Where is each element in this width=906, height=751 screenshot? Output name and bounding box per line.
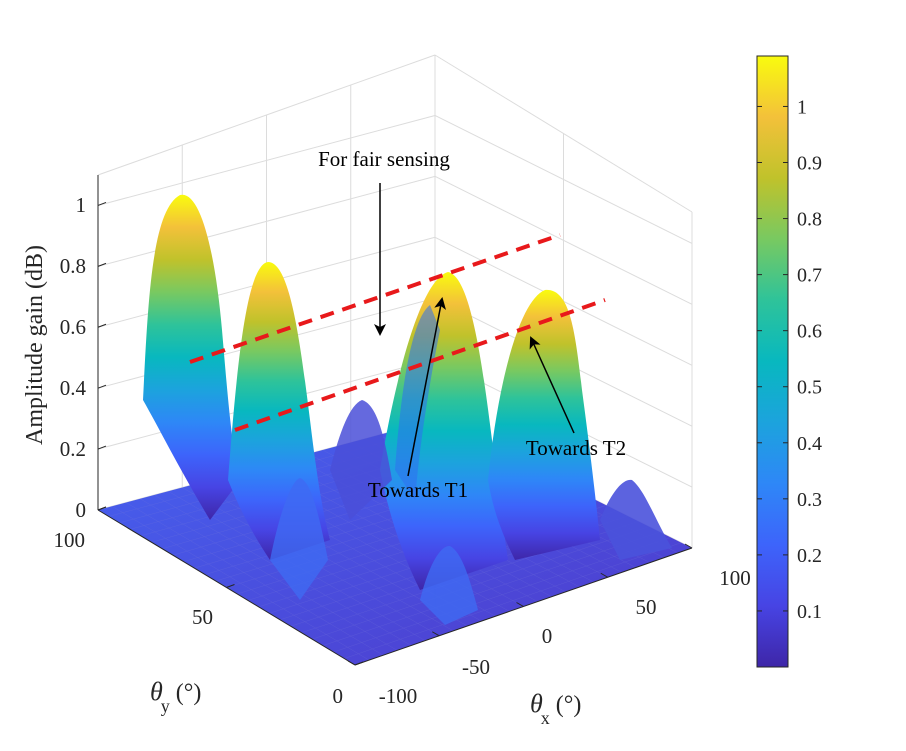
towards-t2-arrow <box>529 336 575 434</box>
fair-sensing-label: For fair sensing <box>318 147 450 171</box>
y-tick-label: 0 <box>333 684 344 708</box>
mesh-line <box>312 526 650 640</box>
lobe-towards-t2 <box>488 289 600 560</box>
colorbar: 0.1 0.2 0.3 0.4 0.5 0.6 0.7 0.8 0.9 1 <box>756 55 822 668</box>
mesh-line <box>322 531 660 646</box>
minor-lobe-1 <box>330 400 392 520</box>
mesh-line <box>140 498 398 651</box>
towards-t1-label: Towards T1 <box>368 478 468 502</box>
z-tick-mark <box>97 201 107 206</box>
colorbar-ticks: 0.1 0.2 0.3 0.4 0.5 0.6 0.7 0.8 0.9 1 <box>757 96 822 623</box>
z-tick-mark <box>97 323 107 328</box>
x-tick-mark <box>600 572 608 578</box>
x-tick-label: 100 <box>719 566 751 590</box>
z-tick-label: 0.6 <box>60 315 86 339</box>
colorbar-tick-label: 0.5 <box>797 377 822 399</box>
x-axis-label: θx (°) <box>530 689 581 728</box>
mesh-line <box>344 542 682 659</box>
z-tick-label: 0 <box>76 498 87 522</box>
y-tick-mark <box>226 584 235 588</box>
x-tick-label: 0 <box>542 624 553 648</box>
colorbar-tick-label: 0.4 <box>797 433 822 455</box>
x-tick-mark <box>516 602 524 607</box>
lobe-towards-t1-shade <box>395 305 440 500</box>
z-axis-label: Amplitude gain (dB) <box>22 245 48 445</box>
z-tick-mark <box>97 384 107 389</box>
z-tick-label: 0.8 <box>60 254 86 278</box>
y-axis-label: θy (°) <box>150 677 201 716</box>
z-tick-label: 0.4 <box>60 376 87 400</box>
minor-lobe-4 <box>420 545 478 625</box>
x-tick-mark <box>684 543 693 549</box>
colorbar-tick-label: 0.3 <box>797 489 822 511</box>
minor-lobe-3 <box>270 478 328 600</box>
z-tick-label: 1 <box>76 193 87 217</box>
annotations: For fair sensing Towards T1 Towards T2 <box>189 147 626 502</box>
axes-front <box>97 175 693 666</box>
colorbar-gradient <box>756 55 789 668</box>
towards-t1-arrow <box>407 297 447 477</box>
colorbar-tick-label: 0.2 <box>797 545 822 567</box>
z-tick-mark <box>97 445 107 450</box>
y-tick-mark <box>354 661 364 666</box>
main-lobe <box>143 194 240 520</box>
x-tick-label: 50 <box>636 595 657 619</box>
z-tick-labels: 0 0.2 0.4 0.6 0.8 1 <box>60 193 87 522</box>
towards-t2-label: Towards T2 <box>526 436 626 460</box>
z-tick-mark <box>97 262 107 267</box>
mesh-line <box>111 506 370 661</box>
y-tick-label: 50 <box>192 605 213 629</box>
fair-sensing-dashed-line-upper <box>189 233 561 364</box>
fair-sensing-dashed-line-lower <box>234 298 606 432</box>
x-tick-mark <box>432 631 440 637</box>
x-tick-label: -100 <box>379 684 418 708</box>
colorbar-tick-label: 1 <box>797 96 807 118</box>
colorbar-tick-label: 0.1 <box>797 601 822 623</box>
y-tick-label: 100 <box>54 528 86 552</box>
y-tick-mark <box>97 506 107 511</box>
colorbar-tick-label: 0.9 <box>797 153 822 175</box>
colorbar-tick-label: 0.6 <box>797 321 822 343</box>
mesh-line <box>333 537 671 653</box>
z-tick-label: 0.2 <box>60 437 86 461</box>
tick-marks <box>97 201 693 666</box>
x-tick-mark <box>347 660 356 666</box>
y-tick-labels: 0 50 100 <box>54 528 344 708</box>
colorbar-tick-label: 0.7 <box>797 265 822 287</box>
x-tick-label: -50 <box>462 655 490 679</box>
minor-lobe-2 <box>600 479 672 560</box>
surface <box>98 194 692 665</box>
colorbar-tick-label: 0.8 <box>797 209 822 231</box>
x-tick-labels: -100 -50 0 50 100 <box>379 566 751 708</box>
mesh-line <box>125 502 384 656</box>
